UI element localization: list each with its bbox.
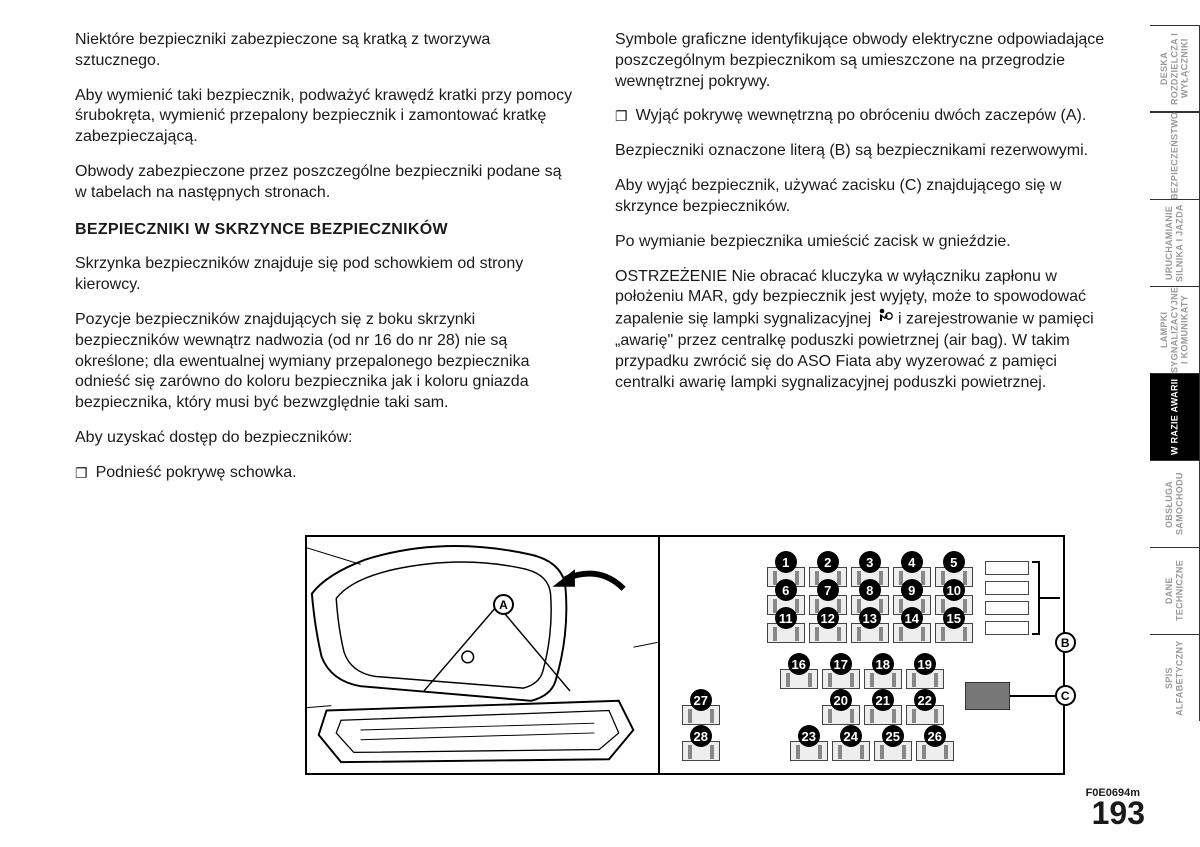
- paragraph: Aby wymienić taki bezpiecznik, podważyć …: [75, 86, 575, 148]
- fuse-box-figure: A 1 2 3 4 5 6 7 8 9 10 11 12 13 14: [305, 535, 1065, 775]
- paragraph: Po wymianie bezpiecznika umieścić zacisk…: [615, 232, 1115, 253]
- fuse-27: 27: [690, 689, 712, 711]
- fuse-15: 15: [943, 607, 965, 629]
- paragraph: Bezpieczniki oznaczone literą (B) są bez…: [615, 141, 1115, 162]
- fuse-18: 18: [872, 653, 894, 675]
- fuse-9: 9: [901, 579, 923, 601]
- fuse-12: 12: [817, 607, 839, 629]
- fuse-8: 8: [859, 579, 881, 601]
- bullet-item: ❐ Wyjąć pokrywę wewnętrzną po obróceniu …: [615, 106, 1115, 127]
- bullet-item: ❐ Podnieść pokrywę schowka.: [75, 463, 575, 484]
- paragraph: Niektóre bezpieczniki zabezpieczone są k…: [75, 30, 575, 72]
- left-column: Niektóre bezpieczniki zabezpieczone są k…: [75, 30, 575, 498]
- fuse-22: 22: [914, 689, 936, 711]
- fuse-1: 1: [775, 551, 797, 573]
- paragraph: Aby uzyskać dostęp do bezpieczników:: [75, 428, 575, 449]
- tab-deska[interactable]: DESKA ROZDZIELCZA I WYŁĄCZNIKI: [1150, 25, 1200, 112]
- airbag-icon: [876, 308, 894, 331]
- bullet-icon: ❐: [615, 106, 628, 127]
- fuse-10: 10: [943, 579, 965, 601]
- fuse-5: 5: [943, 551, 965, 573]
- tab-dane[interactable]: DANE TECHNICZNE: [1150, 547, 1200, 634]
- glovebox-drawing: [307, 537, 658, 773]
- fuse-13: 13: [859, 607, 881, 629]
- side-tabs: DESKA ROZDZIELCZA I WYŁĄCZNIKI BEZPIECZE…: [1150, 25, 1200, 721]
- tab-lampki[interactable]: LAMPKI SYGNALIZACYJNE I KOMUNIKATY: [1150, 286, 1200, 373]
- tab-obsluga[interactable]: OBSŁUGA SAMOCHODU: [1150, 460, 1200, 547]
- tab-spis[interactable]: SPIS ALFABETYCZNY: [1150, 634, 1200, 721]
- paragraph: Aby wyjąć bezpiecznik, używać zacisku (C…: [615, 176, 1115, 218]
- label-c: C: [1055, 685, 1076, 706]
- fuse-24: 24: [840, 725, 862, 747]
- paragraph: Pozycje bezpieczników znajdujących się z…: [75, 310, 575, 414]
- figure-left-panel: A: [307, 537, 660, 773]
- bullet-icon: ❐: [75, 463, 88, 484]
- tab-bezpieczenstwo[interactable]: BEZPIECZEŃSTWO: [1150, 112, 1200, 199]
- fuse-20: 20: [830, 689, 852, 711]
- fuse-23: 23: [798, 725, 820, 747]
- bullet-text: Wyjąć pokrywę wewnętrzną po obróceniu dw…: [636, 106, 1087, 127]
- fuse-11: 11: [775, 607, 797, 629]
- paragraph: Skrzynka bezpieczników znajduje się pod …: [75, 254, 575, 296]
- label-b: B: [1055, 632, 1076, 653]
- bullet-text: Podnieść pokrywę schowka.: [96, 463, 297, 484]
- fuse-2: 2: [817, 551, 839, 573]
- fuse-3: 3: [859, 551, 881, 573]
- fuse-25: 25: [882, 725, 904, 747]
- fuse-4: 4: [901, 551, 923, 573]
- section-heading: BEZPIECZNIKI W SKRZYNCE BEZPIECZNIKÓW: [75, 220, 575, 241]
- fuse-14: 14: [901, 607, 923, 629]
- paragraph: Obwody zabezpieczone przez poszczególne …: [75, 162, 575, 204]
- clip-c: [965, 682, 1010, 710]
- fuse-21: 21: [872, 689, 894, 711]
- fuse-6: 6: [775, 579, 797, 601]
- fuse-28: 28: [690, 725, 712, 747]
- paragraph: Symbole graficzne identyfikujące obwody …: [615, 30, 1115, 92]
- fuse-17: 17: [830, 653, 852, 675]
- figure-right-panel: 1 2 3 4 5 6 7 8 9 10 11 12 13 14 15 16 1…: [660, 537, 1063, 773]
- figure-code: F0E0694m: [1086, 787, 1140, 799]
- fuse-7: 7: [817, 579, 839, 601]
- label-a: A: [493, 594, 514, 615]
- tab-uruchamianie[interactable]: URUCHAMIANIE SILNIKA I JAZDA: [1150, 199, 1200, 286]
- fuse-16: 16: [788, 653, 810, 675]
- right-column: Symbole graficzne identyfikujące obwody …: [615, 30, 1115, 498]
- paragraph: OSTRZEŻENIE Nie obracać kluczyka w wyłąc…: [615, 267, 1115, 394]
- fuse-19: 19: [914, 653, 936, 675]
- page-number: 193: [1092, 795, 1145, 832]
- fuse-26: 26: [924, 725, 946, 747]
- tab-awarii[interactable]: W RAZIE AWARII: [1150, 373, 1200, 460]
